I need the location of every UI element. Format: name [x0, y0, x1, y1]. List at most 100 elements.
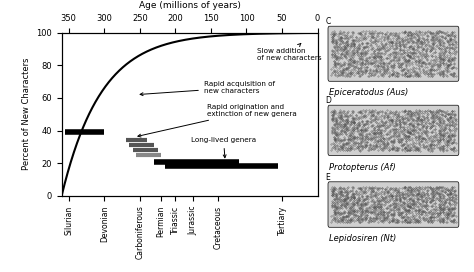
Point [394, 190, 402, 194]
Point [437, 203, 445, 207]
Point [333, 217, 340, 221]
Point [377, 132, 384, 136]
Point [409, 202, 416, 206]
Point [335, 73, 343, 77]
Point [398, 72, 406, 77]
Point [381, 63, 388, 67]
Point [423, 185, 431, 190]
Point [358, 133, 365, 137]
Point [439, 218, 447, 222]
Point [381, 218, 388, 222]
Point [380, 129, 388, 133]
Point [411, 189, 419, 193]
Point [407, 54, 414, 59]
Point [363, 140, 371, 144]
Point [419, 114, 426, 118]
Point [339, 66, 346, 70]
Point [346, 62, 353, 66]
Point [337, 38, 345, 42]
Point [428, 31, 435, 35]
Point [335, 32, 343, 36]
Point [448, 195, 456, 199]
Point [350, 127, 357, 132]
Point [401, 185, 409, 189]
Point [415, 136, 423, 140]
Point [357, 191, 365, 196]
Point [374, 47, 381, 51]
Point [375, 186, 383, 190]
Point [413, 109, 421, 114]
Point [435, 208, 443, 212]
Point [337, 203, 345, 207]
Point [399, 109, 406, 113]
Point [439, 219, 447, 223]
Point [358, 124, 365, 129]
Point [336, 195, 343, 199]
Point [368, 188, 376, 192]
Point [403, 201, 410, 205]
Point [450, 146, 458, 150]
Point [405, 131, 413, 135]
Point [370, 147, 377, 151]
Point [328, 220, 335, 224]
Point [420, 110, 428, 115]
Point [366, 38, 374, 42]
Point [418, 204, 425, 208]
Point [373, 35, 380, 40]
Point [397, 123, 404, 128]
Point [392, 145, 400, 149]
Point [384, 130, 392, 134]
Point [368, 30, 375, 35]
Point [350, 212, 358, 216]
Point [392, 196, 400, 200]
Point [449, 192, 456, 196]
Point [401, 109, 409, 113]
Point [352, 213, 360, 217]
Point [428, 113, 436, 117]
Point [332, 203, 339, 207]
Point [368, 210, 375, 214]
Point [446, 126, 453, 131]
Point [352, 140, 360, 144]
Point [366, 205, 374, 209]
Point [418, 134, 425, 138]
Point [423, 52, 431, 57]
Point [361, 140, 368, 144]
Point [329, 34, 337, 38]
Point [409, 129, 416, 133]
Point [439, 134, 447, 139]
Point [433, 211, 440, 215]
Point [436, 47, 444, 52]
Point [350, 195, 358, 200]
Point [426, 70, 434, 74]
Point [384, 140, 392, 145]
Point [438, 43, 446, 47]
Point [361, 187, 369, 191]
Point [390, 72, 398, 76]
Point [330, 69, 338, 73]
Point [427, 116, 435, 120]
Point [370, 54, 377, 59]
Point [417, 74, 424, 79]
Point [435, 55, 443, 59]
Point [450, 213, 458, 217]
Point [388, 139, 395, 143]
Point [410, 214, 418, 218]
Point [340, 196, 348, 201]
Point [451, 115, 458, 120]
Point [395, 193, 402, 197]
Point [348, 192, 356, 196]
Point [362, 211, 369, 215]
Point [422, 54, 430, 58]
Point [364, 119, 371, 123]
Point [412, 213, 419, 218]
Point [391, 188, 399, 192]
Point [408, 128, 416, 132]
Point [342, 66, 349, 70]
Point [373, 55, 380, 59]
Point [420, 47, 428, 51]
Point [427, 125, 435, 129]
Point [374, 51, 381, 55]
Point [362, 68, 370, 72]
Point [328, 200, 336, 205]
